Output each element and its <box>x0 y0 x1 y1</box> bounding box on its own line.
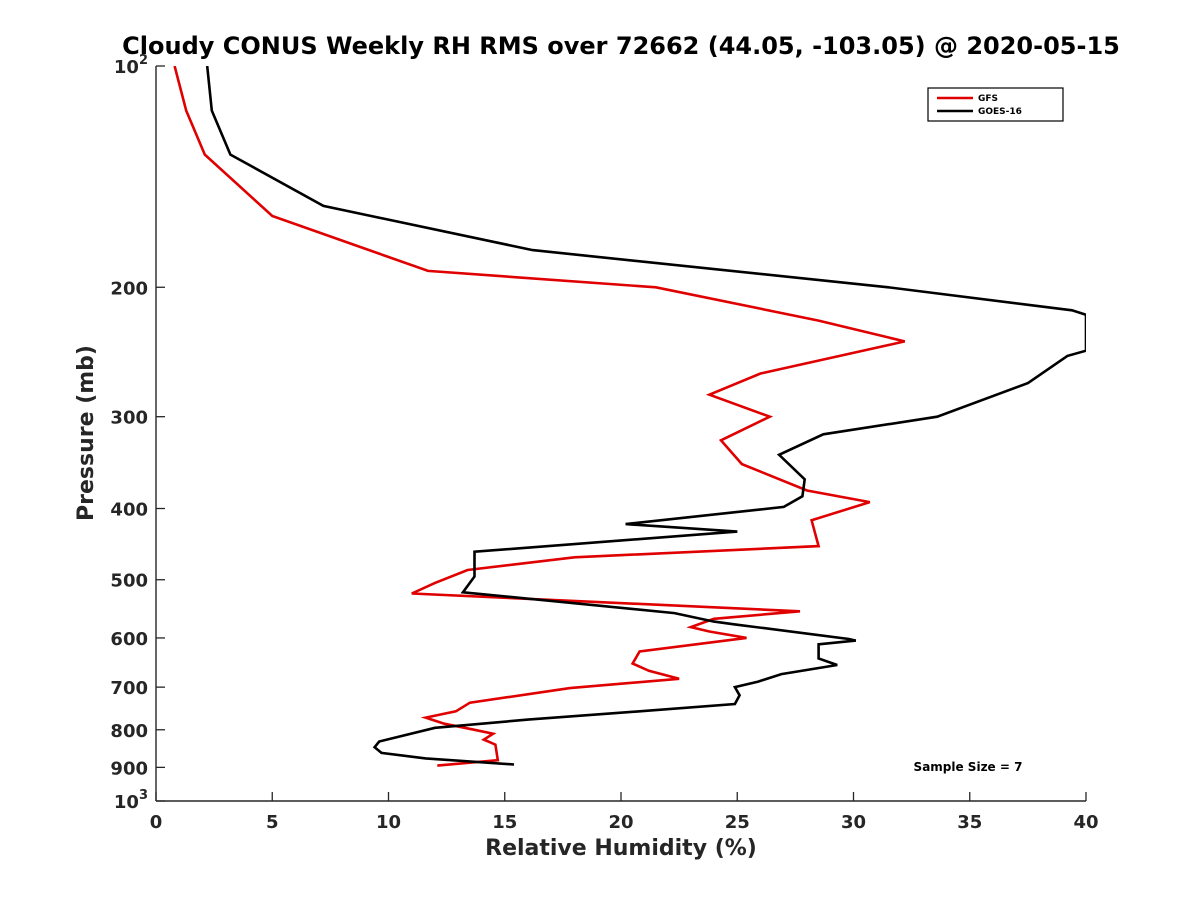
x-tick-label: 40 <box>1073 812 1098 833</box>
x-axis-label: Relative Humidity (%) <box>485 836 757 861</box>
series-layer <box>173 66 1086 767</box>
y-tick-label: 400 <box>110 500 148 521</box>
legend-label-goes16: GOES-16 <box>978 107 1022 117</box>
y-tick-label: 800 <box>110 721 148 742</box>
x-tick-label: 20 <box>608 812 633 833</box>
y-tick-label: 500 <box>110 571 148 592</box>
series-line-gfs <box>173 66 906 767</box>
series-line-goes16 <box>205 66 1086 766</box>
x-tick-label: 0 <box>150 812 163 833</box>
legend-box <box>927 87 1064 122</box>
sample-size-annotation: Sample Size = 7 <box>914 760 1023 774</box>
x-ticks: 0 5 10 15 20 25 30 35 40 <box>150 792 1099 833</box>
x-tick-label: 5 <box>266 812 279 833</box>
legend-label-gfs: GFS <box>978 94 998 104</box>
x-tick-label: 30 <box>841 812 866 833</box>
y-tick-label: 300 <box>110 408 148 429</box>
chart-title: Cloudy CONUS Weekly RH RMS over 72662 (4… <box>122 32 1120 60</box>
x-tick-label: 35 <box>957 812 982 833</box>
x-tick-label: 10 <box>376 812 401 833</box>
y-tick-label: 103 <box>114 788 148 813</box>
legend: GFS GOES-16 <box>927 87 1064 122</box>
y-axis-label: Pressure (mb) <box>74 345 99 521</box>
plot-area: 0 5 10 15 20 25 30 35 40 102 200 300 400 500 600 700 80… <box>110 53 1098 833</box>
y-ticks: 102 200 300 400 500 600 700 800 900 103 <box>110 53 165 813</box>
y-tick-label: 102 <box>114 53 148 78</box>
y-tick-label: 200 <box>110 278 148 299</box>
x-tick-label: 15 <box>492 812 517 833</box>
y-tick-label: 900 <box>110 758 148 779</box>
x-tick-label: 25 <box>725 812 750 833</box>
y-tick-label: 600 <box>110 629 148 650</box>
y-tick-label: 700 <box>110 678 148 699</box>
